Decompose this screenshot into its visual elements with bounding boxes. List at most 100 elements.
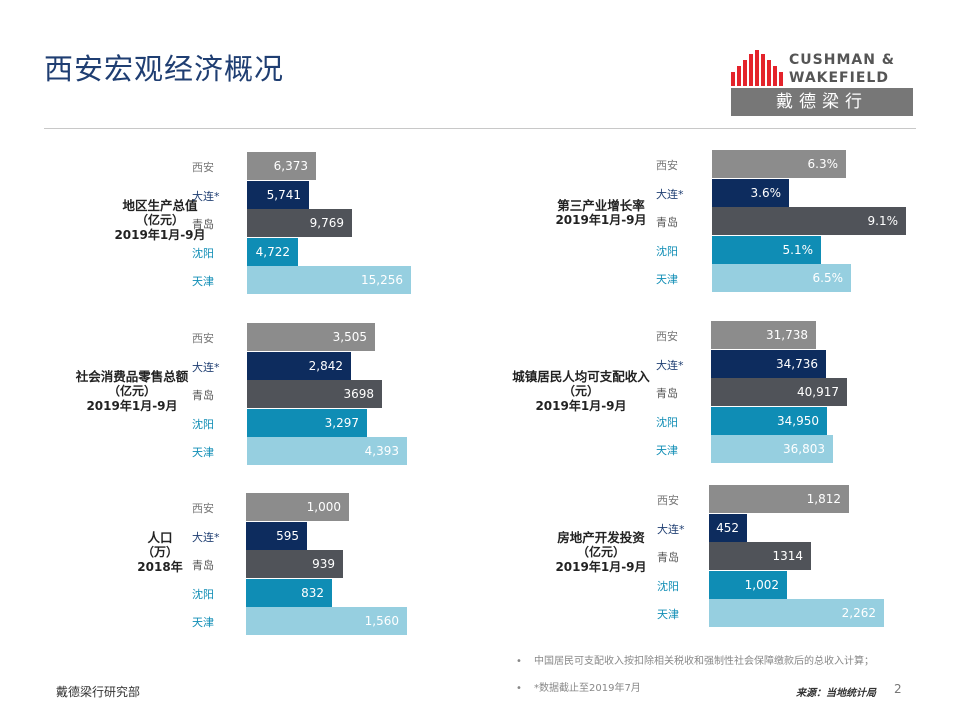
data-label: 3698 (343, 387, 374, 401)
category-label: 大连* (192, 531, 220, 544)
chart-title-line: （亿元） (135, 213, 184, 227)
chart-title-line: 2019年1月-9月 (555, 213, 647, 227)
data-label: 9,769 (309, 216, 344, 230)
chart-title-line: 地区生产总值 (122, 198, 198, 213)
company-logo: CUSHMAN & WAKEFIELD 戴德梁行 (731, 48, 915, 118)
chart-title-line: 2019年1月-9月 (555, 560, 647, 574)
logo-wordmark-line2: WAKEFIELD (789, 70, 889, 86)
chart-title-line: 2019年1月-9月 (114, 228, 206, 242)
page-title: 西安宏观经济概况 (44, 52, 285, 86)
bar-0: 6,373 (247, 152, 316, 180)
category-label: 沈阳 (657, 580, 679, 593)
chart-title: 房地产开发投资 （亿元） 2019年1月-9月 (521, 530, 681, 575)
chart-title-line: 人口 (147, 530, 173, 545)
bar-0: 31,738 (711, 321, 816, 349)
category-label: 沈阳 (192, 418, 214, 431)
header-divider (44, 128, 916, 129)
chart-title-line: 2018年 (137, 560, 183, 574)
category-label: 青岛 (656, 216, 678, 229)
data-label: 1,560 (364, 614, 399, 628)
data-label: 3,297 (324, 416, 359, 430)
data-label: 34,950 (777, 414, 819, 428)
data-label: 595 (276, 529, 299, 543)
chart-title: 地区生产总值 （亿元） 2019年1月-9月 (100, 198, 220, 243)
bar-1: 5,741 (247, 181, 309, 209)
footnote-2: • *数据截止至2019年7月 (516, 683, 641, 694)
category-label: 天津 (192, 275, 214, 288)
category-label: 天津 (656, 273, 678, 286)
bar-1: 34,736 (711, 350, 826, 378)
logo-building-icon (731, 50, 783, 86)
data-label: 36,803 (783, 442, 825, 456)
category-label: 西安 (192, 502, 214, 515)
category-label: 青岛 (192, 389, 214, 402)
chart-title-line: 2019年1月-9月 (535, 399, 627, 413)
chart-title-line: （亿元） (576, 545, 625, 559)
data-label: 15,256 (361, 273, 403, 287)
data-label: 2,842 (308, 359, 343, 373)
bar-1: 2,842 (247, 352, 351, 380)
data-label: 3.6% (750, 186, 782, 200)
chart-title-line: 房地产开发投资 (557, 530, 645, 545)
category-label: 西安 (657, 494, 679, 507)
data-label: 4,722 (255, 245, 290, 259)
data-label: 5,741 (266, 188, 301, 202)
footer-source: 来源：当地统计局 (796, 688, 876, 699)
category-label: 天津 (656, 444, 678, 457)
data-label: 34,736 (776, 357, 818, 371)
bar-0: 1,000 (246, 493, 349, 521)
data-label: 1,002 (744, 578, 779, 592)
data-label: 5.1% (782, 243, 814, 257)
bar-2: 939 (246, 550, 343, 578)
chart-title-line: 社会消费品零售总额 (75, 369, 189, 384)
bar-0: 3,505 (247, 323, 375, 351)
bar-3: 34,950 (711, 407, 827, 435)
bar-3: 4,722 (247, 238, 298, 266)
data-label: 1314 (772, 549, 803, 563)
bar-0: 1,812 (709, 485, 849, 513)
category-label: 大连* (656, 359, 684, 372)
category-label: 沈阳 (192, 588, 214, 601)
bar-2: 9,769 (247, 209, 352, 237)
chart-title-line: 2019年1月-9月 (86, 399, 178, 413)
category-label: 沈阳 (192, 247, 214, 260)
category-label: 青岛 (656, 387, 678, 400)
bar-2: 1314 (709, 542, 811, 570)
chart-title-line: （元） (562, 384, 599, 398)
bar-3: 3,297 (247, 409, 367, 437)
bar-4: 6.5% (712, 264, 851, 292)
logo-chinese-name: 戴德梁行 (731, 88, 913, 116)
category-label: 天津 (192, 616, 214, 629)
category-label: 青岛 (657, 551, 679, 564)
bar-4: 2,262 (709, 599, 884, 627)
bar-2: 40,917 (711, 378, 847, 406)
data-label: 6.3% (807, 157, 839, 171)
bar-3: 832 (246, 579, 332, 607)
bar-1: 452 (709, 514, 747, 542)
chart-title: 城镇居民人均可支配收入 （元） 2019年1月-9月 (481, 369, 681, 414)
bar-4: 15,256 (247, 266, 411, 294)
data-label: 832 (301, 586, 324, 600)
bar-3: 1,002 (709, 571, 787, 599)
bar-0: 6.3% (712, 150, 846, 178)
bar-2: 9.1% (712, 207, 906, 235)
bar-2: 3698 (247, 380, 382, 408)
bar-3: 5.1% (712, 236, 821, 264)
data-label: 40,917 (797, 385, 839, 399)
data-label: 1,000 (306, 500, 341, 514)
category-label: 沈阳 (656, 416, 678, 429)
chart-title-line: （万） (141, 545, 178, 559)
data-label: 939 (312, 557, 335, 571)
bar-4: 1,560 (246, 607, 407, 635)
chart-title-line: （亿元） (107, 384, 156, 398)
data-label: 31,738 (766, 328, 808, 342)
footer-department: 戴德梁行研究部 (56, 685, 141, 699)
category-label: 大连* (192, 190, 220, 203)
category-label: 大连* (656, 188, 684, 201)
category-label: 青岛 (192, 218, 214, 231)
category-label: 西安 (656, 159, 678, 172)
category-label: 青岛 (192, 559, 214, 572)
category-label: 天津 (192, 446, 214, 459)
bar-4: 36,803 (711, 435, 833, 463)
bar-4: 4,393 (247, 437, 407, 465)
